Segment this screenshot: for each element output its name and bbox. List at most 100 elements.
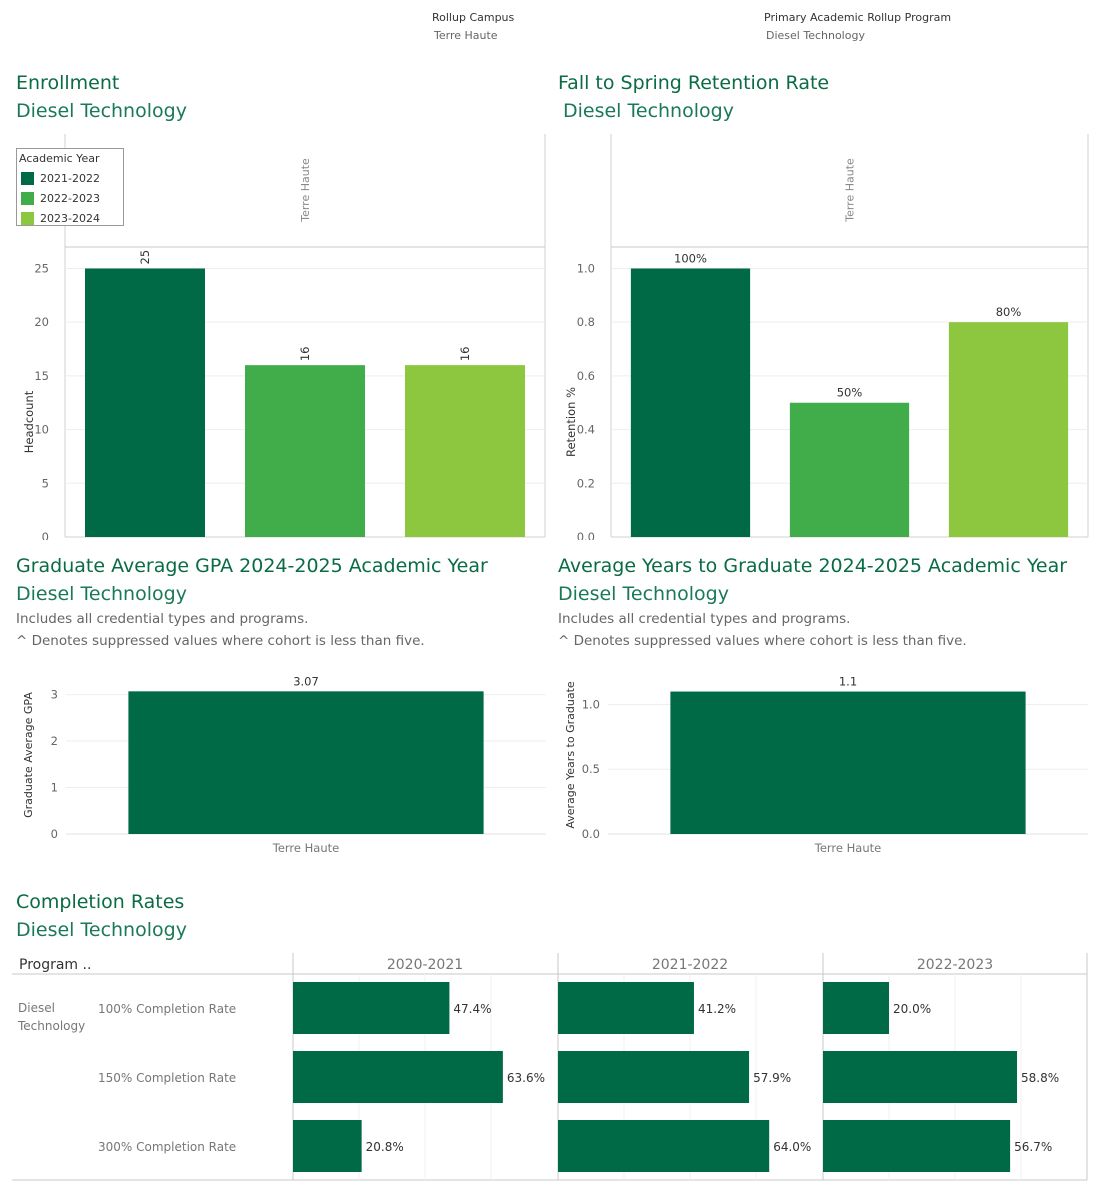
legend-swatch bbox=[21, 191, 34, 205]
data-label: 47.4% bbox=[453, 1002, 491, 1016]
completion-bar[interactable] bbox=[823, 1120, 1011, 1172]
y-tick-label: 1.0 bbox=[577, 261, 595, 275]
y-tick-label: 0.0 bbox=[582, 827, 600, 841]
y-tick-label: 20 bbox=[34, 315, 49, 329]
enrollment-subtitle: Diesel Technology bbox=[16, 100, 187, 122]
data-label: 100% bbox=[674, 251, 707, 265]
y-tick-label: 0.2 bbox=[577, 476, 595, 490]
completion-bar[interactable] bbox=[293, 1120, 362, 1172]
legend-swatch bbox=[21, 211, 34, 225]
y-tick-label: 1 bbox=[51, 781, 58, 795]
data-label: 16 bbox=[458, 347, 472, 362]
column-header-2020-2021: 2020-2021 bbox=[387, 957, 463, 973]
y-tick-label: 0 bbox=[51, 827, 58, 841]
y-tick-label: 0.5 bbox=[582, 762, 600, 776]
y-tick-label: 10 bbox=[34, 423, 49, 437]
completion-bar[interactable] bbox=[293, 982, 450, 1034]
bar-terre-haute[interactable] bbox=[670, 691, 1026, 834]
y-tick-label: 0.0 bbox=[577, 530, 595, 540]
y-tick-label: 0.4 bbox=[577, 423, 595, 437]
data-label: 20.8% bbox=[366, 1140, 404, 1154]
completion-bar[interactable] bbox=[558, 982, 694, 1034]
row-label: 100% Completion Rate bbox=[98, 1002, 236, 1016]
data-label: 20.0% bbox=[893, 1002, 931, 1016]
y-tick-label: 0.8 bbox=[577, 315, 595, 329]
program-name-line2: Technology bbox=[17, 1019, 85, 1033]
campus-filter-value[interactable]: Terre Haute bbox=[434, 29, 498, 42]
y-tick-label: 1.0 bbox=[582, 697, 600, 711]
enrollment-legend: Academic Year 2021-2022 2022-2023 2023-2… bbox=[16, 148, 124, 226]
row-label: 150% Completion Rate bbox=[98, 1071, 236, 1085]
completion-title: Completion Rates bbox=[16, 891, 185, 913]
column-header-2022-2023: 2022-2023 bbox=[917, 957, 993, 973]
gpa-subtitle: Diesel Technology bbox=[16, 583, 187, 605]
data-label: 16 bbox=[298, 347, 312, 362]
y-tick-label: 2 bbox=[51, 734, 58, 748]
completion-bar[interactable] bbox=[823, 982, 889, 1034]
years-title: Average Years to Graduate 2024-2025 Acad… bbox=[558, 555, 1068, 577]
y-axis-title: Average Years to Graduate bbox=[564, 681, 577, 829]
program-header: Program .. bbox=[19, 957, 91, 973]
bar-2021-2022[interactable] bbox=[85, 268, 205, 537]
x-category-label: Terre Haute bbox=[814, 841, 881, 855]
bar-2022-2023[interactable] bbox=[245, 365, 365, 537]
y-tick-label: 25 bbox=[34, 261, 49, 275]
legend-label: 2022-2023 bbox=[40, 191, 100, 205]
y-tick-label: 0 bbox=[42, 530, 49, 540]
y-axis-title: Graduate Average GPA bbox=[22, 692, 35, 818]
y-axis-title: Headcount bbox=[22, 390, 36, 453]
data-label: 58.8% bbox=[1021, 1071, 1059, 1085]
legend-item-2023-2024[interactable]: 2023-2024 bbox=[21, 211, 100, 225]
retention-subtitle: Diesel Technology bbox=[563, 100, 734, 122]
data-label: 50% bbox=[837, 386, 863, 400]
program-name-line1: Diesel bbox=[18, 1001, 55, 1015]
enrollment-chart: Terre Haute 0 5 10 15 20 25 Headcount 25 16 16 bbox=[22, 134, 546, 540]
row-label: 300% Completion Rate bbox=[98, 1140, 236, 1154]
y-tick-label: 5 bbox=[42, 476, 49, 490]
bar-2021-2022[interactable] bbox=[630, 268, 751, 537]
years-subtitle: Diesel Technology bbox=[558, 583, 729, 605]
completion-bar[interactable] bbox=[558, 1120, 770, 1172]
data-label: 57.9% bbox=[753, 1071, 791, 1085]
retention-title: Fall to Spring Retention Rate bbox=[558, 72, 830, 94]
gpa-title: Graduate Average GPA 2024-2025 Academic … bbox=[16, 555, 488, 577]
y-tick-label: 3 bbox=[51, 688, 58, 702]
program-filter-label: Primary Academic Rollup Program bbox=[764, 11, 952, 24]
completion-bar[interactable] bbox=[558, 1051, 750, 1103]
y-axis-title: Retention % bbox=[564, 387, 578, 457]
column-header-terre-haute: Terre Haute bbox=[844, 158, 857, 223]
data-label: 1.1 bbox=[839, 675, 857, 689]
data-label: 56.7% bbox=[1014, 1140, 1052, 1154]
years-note-2: ^ Denotes suppressed values where cohort… bbox=[558, 633, 967, 649]
bar-terre-haute[interactable] bbox=[128, 691, 484, 834]
data-label: 25 bbox=[138, 250, 152, 265]
years-chart: 0.0 0.5 1.0 Average Years to Graduate 1.1 Ter… bbox=[564, 675, 1088, 855]
legend-label: 2021-2022 bbox=[40, 171, 100, 185]
data-label: 80% bbox=[996, 305, 1022, 319]
retention-chart: Terre Haute 0.0 0.2 0.4 0.6 0.8 1.0 Retention %… bbox=[564, 134, 1089, 540]
y-tick-label: 15 bbox=[34, 369, 49, 383]
legend-item-2022-2023[interactable]: 2022-2023 bbox=[21, 191, 100, 205]
data-label: 41.2% bbox=[698, 1002, 736, 1016]
bar-2023-2024[interactable] bbox=[405, 365, 525, 537]
legend-title: Academic Year bbox=[19, 152, 100, 165]
column-header-2021-2022: 2021-2022 bbox=[652, 957, 728, 973]
gpa-chart: 0 1 2 3 Graduate Average GPA 3.07 Terre Haute bbox=[22, 674, 546, 855]
program-filter-value[interactable]: Diesel Technology bbox=[766, 29, 865, 42]
data-label: 64.0% bbox=[773, 1140, 811, 1154]
gpa-note-2: ^ Denotes suppressed values where cohort… bbox=[16, 633, 425, 649]
enrollment-title: Enrollment bbox=[16, 72, 120, 94]
column-header-terre-haute: Terre Haute bbox=[299, 158, 312, 223]
completion-chart: Program .. Diesel Technology 2020-2021 20… bbox=[12, 953, 1088, 1181]
completion-bar[interactable] bbox=[823, 1051, 1018, 1103]
campus-filter-label: Rollup Campus bbox=[432, 11, 515, 24]
legend-item-2021-2022[interactable]: 2021-2022 bbox=[21, 171, 100, 185]
data-label: 63.6% bbox=[507, 1071, 545, 1085]
years-note-1: Includes all credential types and progra… bbox=[558, 611, 851, 627]
legend-swatch bbox=[21, 171, 34, 185]
completion-bar[interactable] bbox=[293, 1051, 503, 1103]
gpa-note-1: Includes all credential types and progra… bbox=[16, 611, 309, 627]
bar-2022-2023[interactable] bbox=[789, 402, 910, 537]
legend-label: 2023-2024 bbox=[40, 211, 100, 225]
bar-2023-2024[interactable] bbox=[948, 322, 1069, 537]
